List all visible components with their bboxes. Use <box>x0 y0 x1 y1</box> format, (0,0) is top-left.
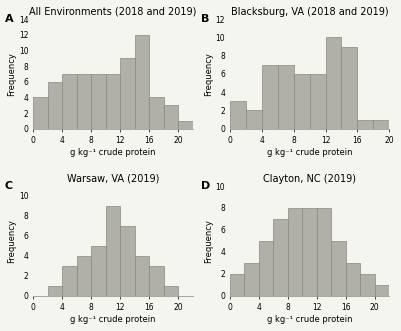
Bar <box>120 58 135 129</box>
Text: C: C <box>4 180 13 191</box>
Bar <box>149 266 164 296</box>
Bar <box>375 285 389 296</box>
Bar <box>317 208 331 296</box>
Bar <box>77 74 91 129</box>
Y-axis label: Frequency: Frequency <box>7 52 16 96</box>
Text: B: B <box>201 14 210 24</box>
X-axis label: g kg⁻¹ crude protein: g kg⁻¹ crude protein <box>267 148 352 157</box>
Bar <box>331 241 346 296</box>
Bar <box>302 208 317 296</box>
Bar <box>91 74 105 129</box>
Bar <box>91 246 105 296</box>
Bar <box>48 286 62 296</box>
Bar <box>346 263 360 296</box>
Y-axis label: Frequency: Frequency <box>204 219 213 263</box>
Bar <box>244 263 259 296</box>
Title: Clayton, NC (2019): Clayton, NC (2019) <box>263 174 356 184</box>
Bar <box>135 35 149 129</box>
Bar <box>62 74 77 129</box>
Bar <box>246 111 262 129</box>
Bar <box>360 274 375 296</box>
Y-axis label: Frequency: Frequency <box>7 219 16 263</box>
Bar <box>326 37 341 129</box>
Title: Warsaw, VA (2019): Warsaw, VA (2019) <box>67 174 159 184</box>
Bar <box>262 65 278 129</box>
Bar <box>135 256 149 296</box>
Bar <box>230 274 244 296</box>
X-axis label: g kg⁻¹ crude protein: g kg⁻¹ crude protein <box>267 315 352 324</box>
Bar <box>33 97 48 129</box>
Bar <box>164 286 178 296</box>
Bar <box>341 47 357 129</box>
Bar <box>149 97 164 129</box>
Bar <box>105 206 120 296</box>
Bar <box>278 65 294 129</box>
Bar <box>273 219 288 296</box>
Bar <box>357 119 373 129</box>
Bar <box>310 74 326 129</box>
Bar <box>62 266 77 296</box>
Bar <box>288 208 302 296</box>
Bar <box>164 105 178 129</box>
X-axis label: g kg⁻¹ crude protein: g kg⁻¹ crude protein <box>70 315 156 324</box>
Text: A: A <box>4 14 13 24</box>
Bar <box>230 101 246 129</box>
Y-axis label: Frequency: Frequency <box>204 52 213 96</box>
Bar <box>373 119 389 129</box>
Bar <box>259 241 273 296</box>
Bar <box>77 256 91 296</box>
Bar <box>178 121 192 129</box>
Bar <box>294 74 310 129</box>
Bar <box>48 82 62 129</box>
Title: Blacksburg, VA (2018 and 2019): Blacksburg, VA (2018 and 2019) <box>231 7 389 17</box>
Bar <box>120 226 135 296</box>
Text: D: D <box>201 180 211 191</box>
Bar <box>105 74 120 129</box>
X-axis label: g kg⁻¹ crude protein: g kg⁻¹ crude protein <box>70 148 156 157</box>
Title: All Environments (2018 and 2019): All Environments (2018 and 2019) <box>29 7 196 17</box>
